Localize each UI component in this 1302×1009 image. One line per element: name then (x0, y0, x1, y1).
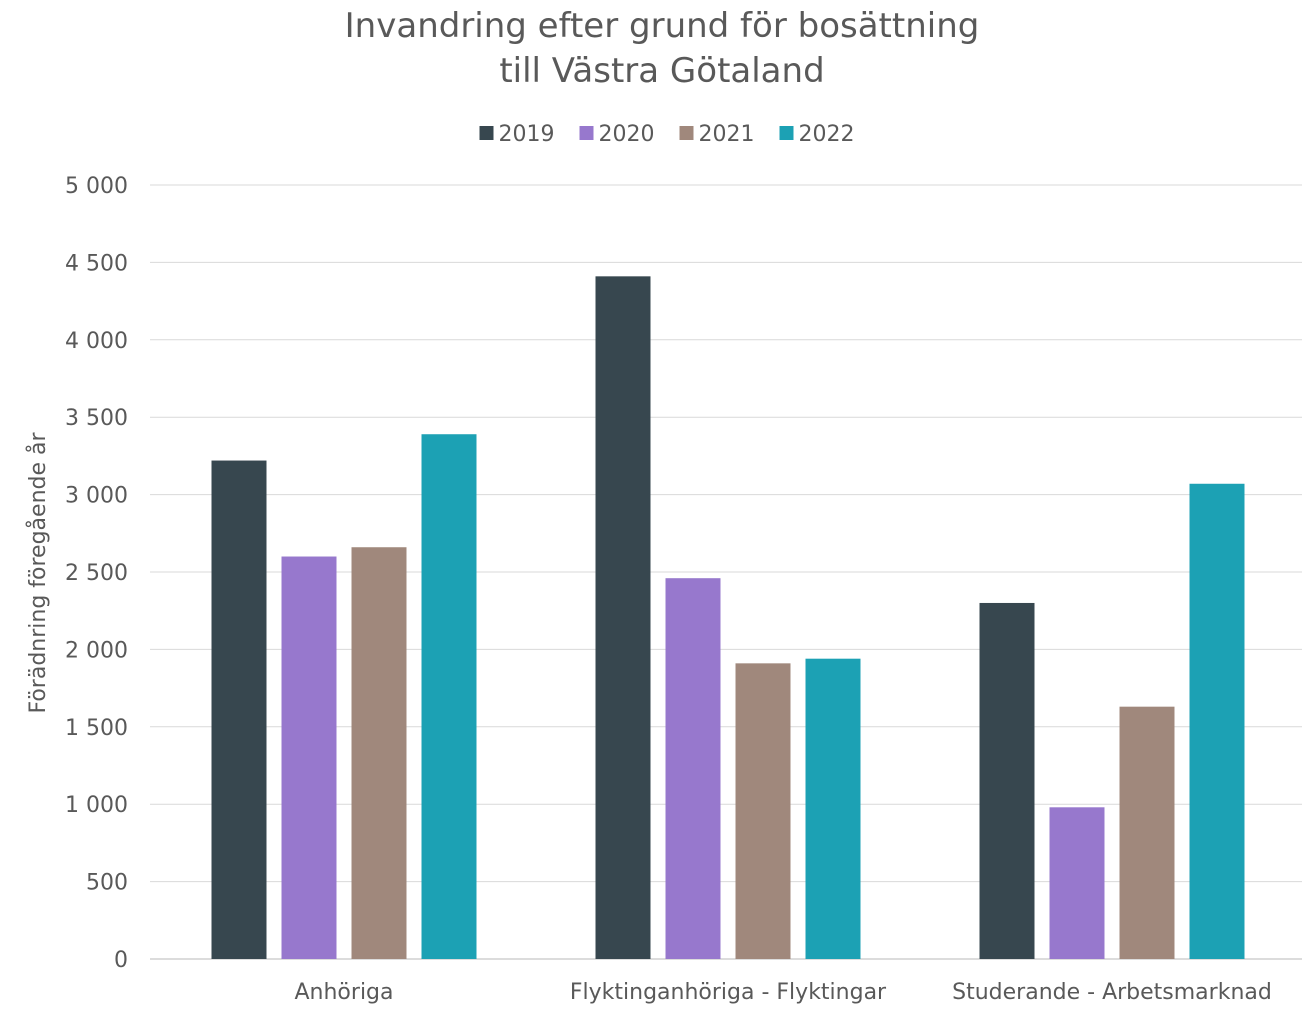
legend-swatch-2022 (779, 126, 794, 140)
y-tick-label: 4 000 (65, 329, 128, 354)
bar-2021-2 (1119, 706, 1175, 959)
bar-2022-2 (1189, 483, 1245, 959)
y-tick-label: 500 (86, 871, 128, 896)
legend-swatch-2020 (579, 126, 594, 140)
gridlines (150, 184, 1302, 960)
bar-2019-1 (595, 276, 651, 959)
legend-swatch-2019 (479, 126, 494, 140)
y-tick-label: 0 (114, 948, 128, 973)
x-axis-ticks: Anhöriga Flyktinganhöriga - Flyktingar Stu… (295, 980, 1272, 1005)
y-tick-label: 4 500 (65, 251, 128, 276)
legend-label: 2021 (699, 122, 755, 147)
y-tick-label: 5 000 (65, 174, 128, 199)
y-tick-label: 2 500 (65, 561, 128, 586)
bar-2021-0 (351, 547, 407, 959)
bar-2020-2 (1049, 807, 1105, 959)
chart-title-line-1: Invandring efter grund för bosättning (345, 6, 980, 46)
legend-label: 2019 (499, 122, 555, 147)
bar-2021-1 (735, 663, 791, 959)
chart-title: Invandring efter grund för bosättning ti… (345, 6, 980, 91)
bar-2022-1 (805, 658, 861, 959)
y-tick-label: 2 000 (65, 638, 128, 663)
bars (211, 276, 1245, 959)
bar-2020-0 (281, 556, 337, 959)
y-tick-label: 1 500 (65, 716, 128, 741)
y-tick-label: 3 500 (65, 406, 128, 431)
x-tick-label: Flyktinganhöriga - Flyktingar (570, 980, 887, 1005)
bar-2022-0 (421, 434, 477, 959)
legend-label: 2022 (799, 122, 855, 147)
chart-title-line-2: till Västra Götaland (499, 51, 824, 91)
y-axis-label: Förädnring föregående år (25, 432, 51, 714)
bar-2019-0 (211, 460, 267, 959)
y-axis-ticks: 0 500 1 000 1 500 2 000 2 500 3 000 3 500 4 000 4… (65, 174, 128, 973)
y-tick-label: 3 000 (65, 484, 128, 509)
y-tick-label: 1 000 (65, 793, 128, 818)
bar-2020-1 (665, 578, 721, 959)
bar-2019-2 (979, 602, 1035, 959)
x-tick-label: Anhöriga (295, 980, 394, 1005)
legend-swatch-2021 (679, 126, 694, 140)
legend: 2019 2020 2021 2022 (479, 122, 855, 147)
legend-label: 2020 (599, 122, 655, 147)
x-tick-label: Studerande - Arbetsmarknad (952, 980, 1272, 1005)
